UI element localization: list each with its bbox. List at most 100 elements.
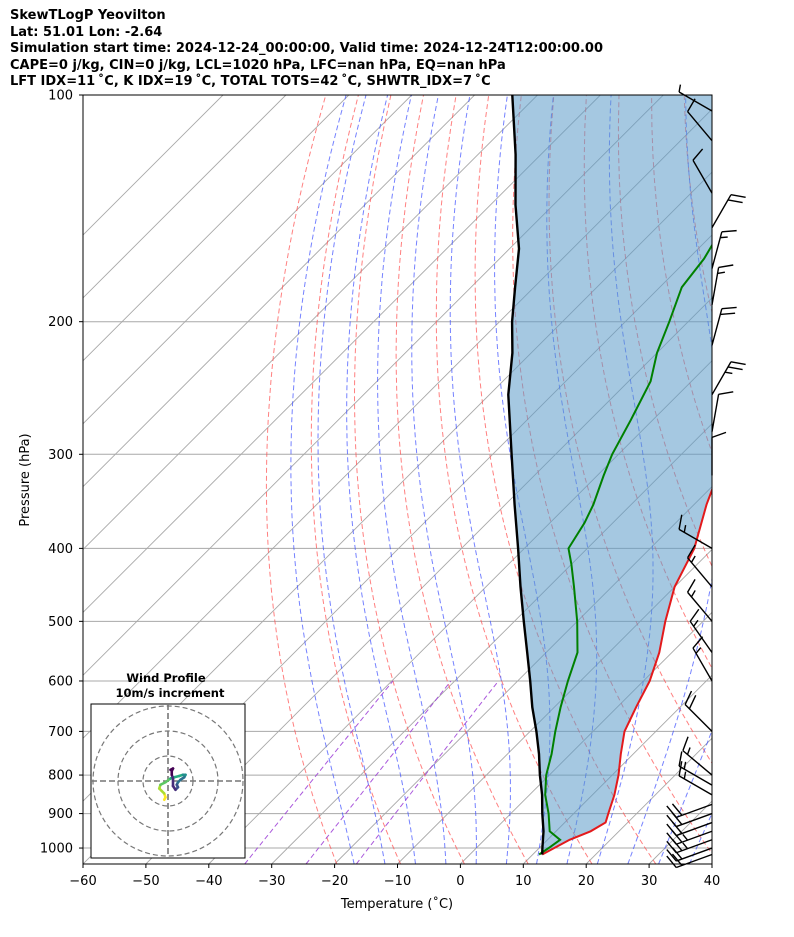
wind-barb-half-flag	[720, 236, 728, 239]
wind-barb-half-flag	[682, 833, 689, 841]
isotherm-line	[334, 485, 712, 864]
wind-barb-staff	[676, 839, 713, 854]
wind-barb-staff	[676, 803, 713, 819]
wind-barb-staff	[711, 394, 720, 432]
wind-barb-staff	[692, 647, 713, 682]
isotherm-line	[83, 95, 224, 236]
wind-barb-staff	[684, 704, 713, 732]
dry-adiabat-line	[265, 95, 338, 864]
wind-barb-flag	[682, 736, 689, 751]
chart-title-times: Simulation start time: 2024-12-24_00:00:…	[10, 41, 603, 56]
wind-barb-staff	[682, 750, 713, 776]
wind-barb-flag	[721, 306, 737, 310]
wind-barb-flag	[692, 636, 704, 649]
wind-barb-half-flag	[717, 271, 726, 275]
y-tick-label: 900	[48, 807, 73, 822]
wind-barb-half-flag	[678, 84, 682, 93]
wind-barb	[711, 264, 734, 306]
wind-barb-staff	[687, 111, 713, 142]
isotherm-line	[522, 674, 712, 864]
dry-adiabat-line	[749, 95, 794, 864]
parcel-fill-area	[508, 95, 712, 855]
wind-barb-flag	[730, 361, 746, 366]
wind-barb	[686, 579, 713, 622]
x-tick-label: 20	[578, 874, 595, 889]
wind-barb-staff	[676, 830, 713, 845]
wind-barb-flag	[711, 431, 727, 439]
wind-barb-half-flag	[724, 371, 733, 375]
x-tick-label: −10	[384, 874, 411, 889]
wind-barb-flag	[678, 514, 683, 530]
hodograph-subtitle: 10m/s increment	[116, 686, 225, 700]
isotherm-line	[711, 863, 712, 864]
moist-adiabat-line	[411, 95, 477, 864]
wind-barb-flag	[727, 199, 743, 204]
x-tick-label: −20	[321, 874, 348, 889]
isotherm-line	[83, 95, 475, 488]
wind-barb	[689, 608, 713, 653]
wind-barb-staff	[687, 557, 713, 588]
wind-barb-staff	[678, 775, 713, 796]
moist-adiabat-line	[658, 729, 712, 864]
wind-barb	[692, 636, 713, 682]
mixing-ratio-line	[244, 680, 394, 864]
moist-adiabat-line	[720, 95, 794, 864]
wind-barb	[711, 229, 737, 269]
wind-barb-flag	[684, 690, 693, 705]
x-tick-label: −50	[132, 874, 159, 889]
y-tick-label: 200	[48, 315, 73, 330]
dewpoint-line	[538, 243, 712, 856]
wind-barb-flag	[666, 814, 677, 828]
x-tick-label: 0	[456, 874, 464, 889]
wind-barb-flag	[692, 148, 704, 161]
isotherm-line	[83, 95, 601, 614]
wind-barb-half-flag	[690, 590, 696, 598]
wind-barb-staff	[711, 361, 732, 396]
wind-barb-flag	[678, 761, 683, 777]
wind-barb-flag	[688, 695, 697, 710]
wind-barb-flag	[666, 832, 677, 845]
hodograph-title: Wind Profile	[126, 671, 206, 685]
cape-fill-layer	[508, 95, 712, 855]
wind-barb-staff	[676, 812, 713, 828]
wind-barb-flag	[730, 194, 746, 199]
wind-barb	[711, 391, 734, 432]
moist-adiabat-line	[290, 95, 355, 864]
chart-title-indices: LFT IDX=11 ˚C, K IDX=19 ˚C, TOTAL TOTS=4…	[10, 74, 491, 89]
dry-adiabat-line	[548, 95, 712, 764]
chart-title-block: SkewTLogP Yeovilton Lat: 51.01 Lon: -2.6…	[10, 8, 603, 91]
y-tick-label: 300	[48, 448, 73, 463]
temperature-line	[541, 487, 712, 856]
mixing-ratio-line	[355, 680, 499, 864]
wind-barb-layer	[666, 84, 746, 869]
y-tick-label: 1000	[40, 842, 73, 857]
wind-barb-flag	[666, 823, 677, 836]
wind-barb-half-flag	[695, 647, 702, 654]
wind-barb-staff	[676, 847, 713, 862]
y-axis-label: Pressure (hPa)	[18, 433, 33, 526]
wind-barb-flag	[666, 849, 677, 862]
wind-barb	[711, 194, 746, 228]
y-tick-label: 700	[48, 725, 73, 740]
x-tick-label: 10	[515, 874, 532, 889]
wind-barb	[666, 830, 713, 845]
wind-barb-staff	[711, 231, 723, 269]
y-tick-label: 600	[48, 674, 73, 689]
moist-adiabat-line	[627, 95, 712, 864]
wind-barb-flag	[718, 264, 734, 269]
wind-barb-staff	[711, 194, 732, 228]
wind-barb-half-flag	[683, 761, 687, 770]
wind-barb-flag	[666, 855, 677, 868]
y-tick-label: 500	[48, 615, 73, 630]
hodograph-body	[91, 704, 245, 858]
wind-barb-half-flag	[682, 842, 689, 850]
wind-barb-staff	[678, 765, 713, 786]
y-tick-label: 400	[48, 542, 73, 557]
wind-barb-flag	[678, 751, 683, 767]
dry-adiabat-line	[310, 95, 402, 864]
wind-barb-staff	[676, 853, 713, 869]
dry-adiabat-line	[435, 95, 593, 864]
moist-adiabat-line	[317, 95, 386, 864]
wind-barb-staff	[678, 528, 713, 549]
y-tick-label: 800	[48, 769, 73, 784]
